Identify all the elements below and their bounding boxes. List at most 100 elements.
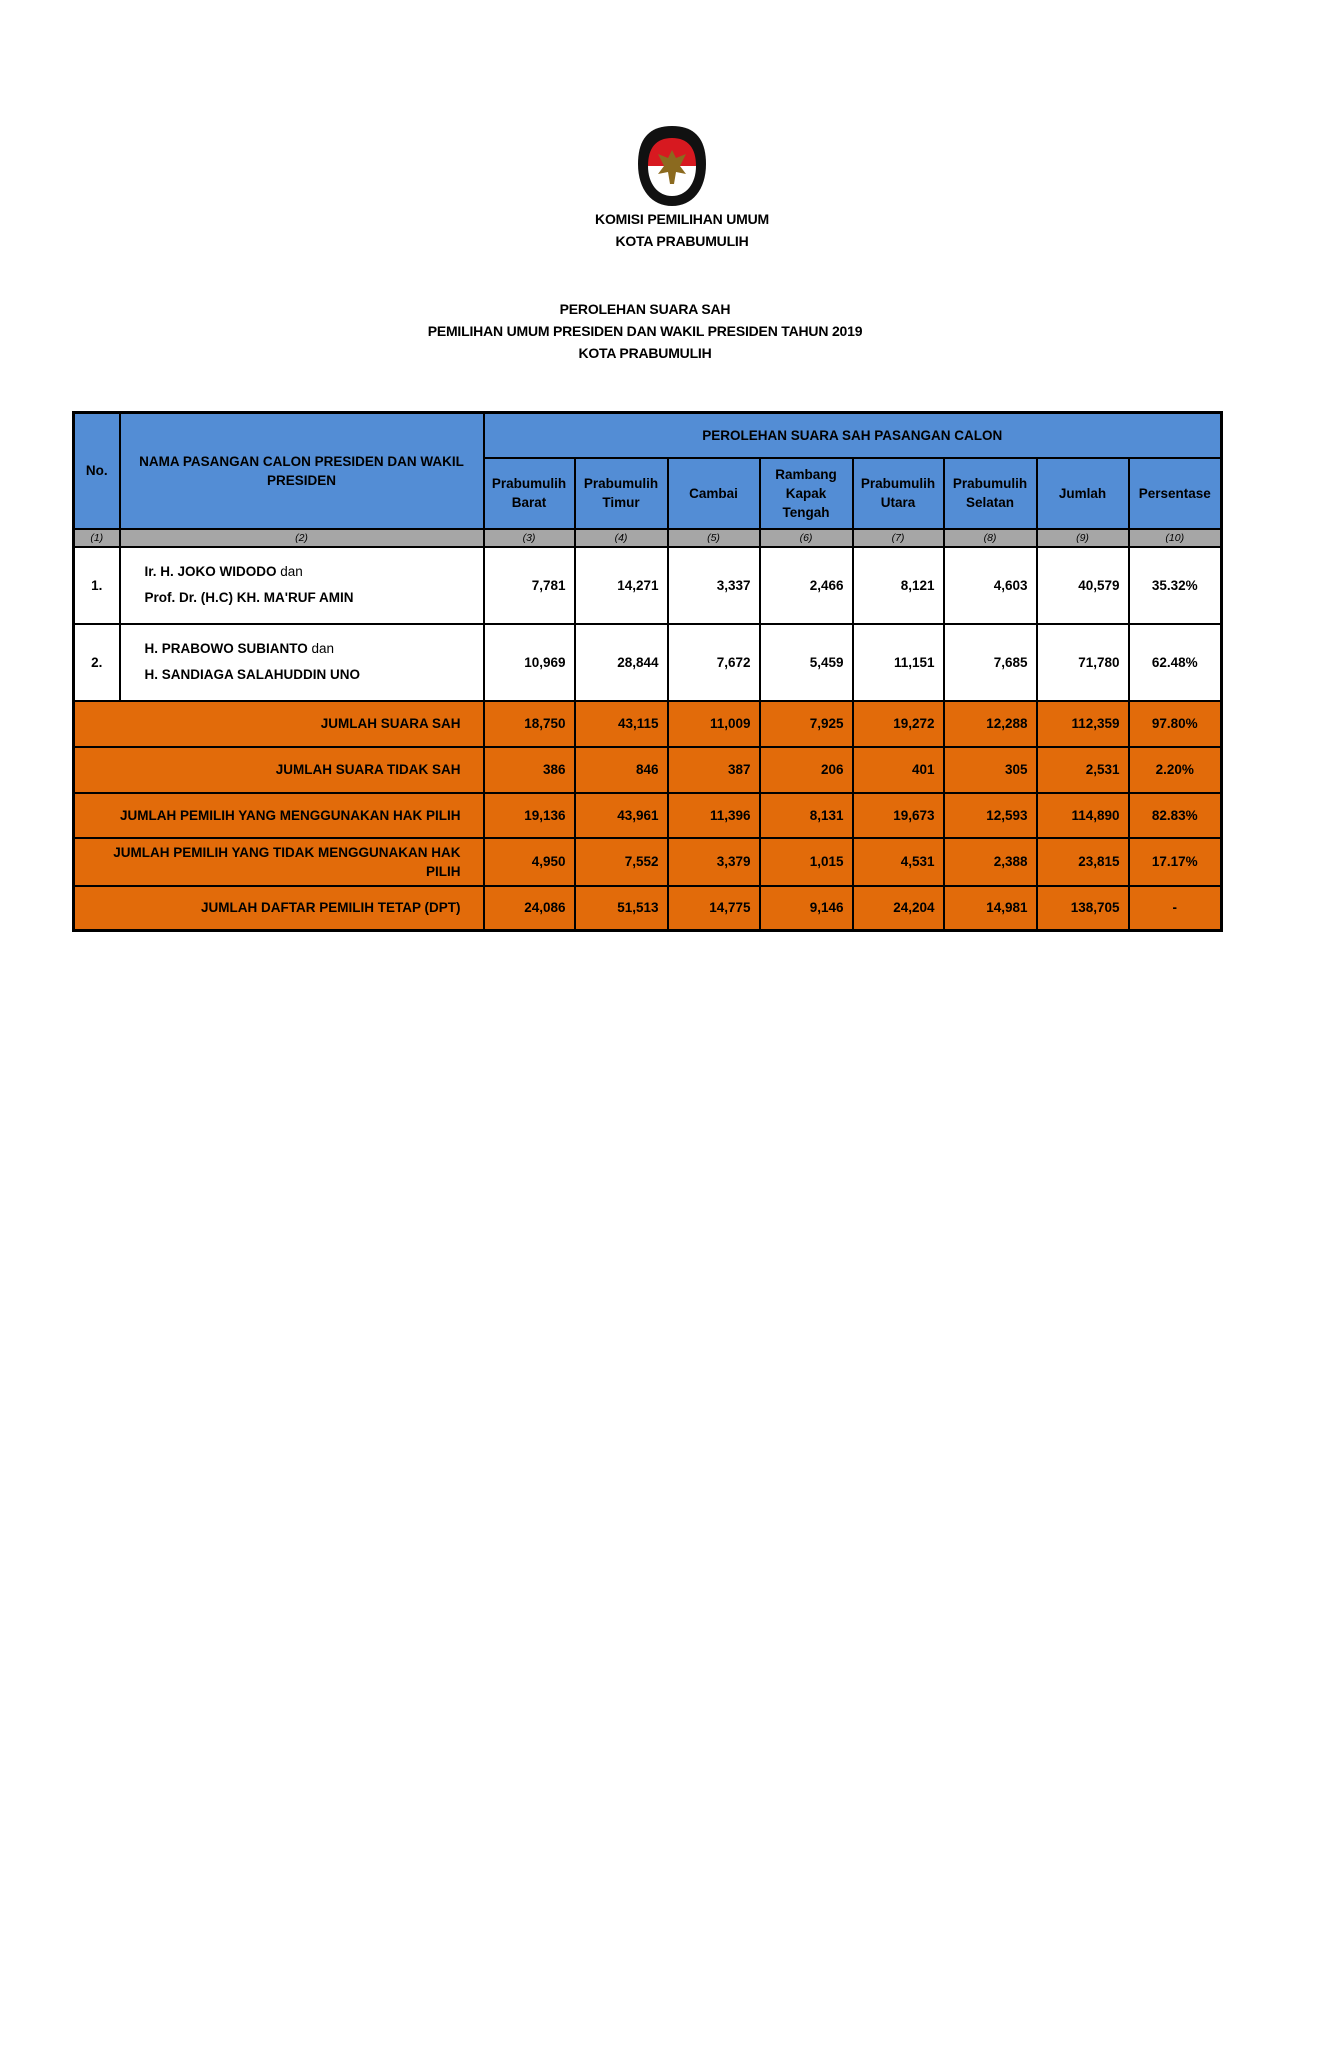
summary-cell: 43,115 — [573, 699, 669, 748]
candidate-number: 1. — [72, 545, 121, 625]
col-header: Cambai — [666, 456, 761, 530]
summary-cell: 846 — [573, 745, 669, 794]
column-index: (7) — [851, 527, 945, 548]
col-header-name: NAMA PASANGAN CALON PRESIDEN DAN WAKIL P… — [118, 411, 485, 530]
summary-cell: 19,673 — [851, 791, 945, 839]
doc-subtitle: PEMILIHAN UMUM PRESIDEN DAN WAKIL PRESID… — [427, 323, 863, 339]
summary-cell: 11,009 — [666, 699, 761, 748]
vote-cell: 10,969 — [482, 622, 576, 702]
summary-label: JUMLAH SUARA SAH — [72, 699, 485, 748]
candidate-row: 2. H. PRABOWO SUBIANTO dan H. SANDIAGA SAL… — [72, 622, 1223, 702]
summary-cell: 8,131 — [758, 791, 854, 839]
summary-cell: 387 — [666, 745, 761, 794]
vice-president-name: Prof. Dr. (H.C) KH. MA'RUF AMIN — [144, 590, 354, 605]
summary-cell: 11,396 — [666, 791, 761, 839]
doc-region: KOTA PRABUMULIH — [578, 345, 712, 361]
summary-row: JUMLAH PEMILIH YANG MENGGUNAKAN HAK PILI… — [72, 791, 1223, 839]
summary-cell: 82.83% — [1127, 791, 1223, 839]
summary-cell: 7,925 — [758, 699, 854, 748]
conjunction: dan — [311, 641, 335, 656]
summary-cell: 2,388 — [942, 836, 1038, 887]
col-header-no: No. — [72, 411, 121, 530]
vote-cell: 2,466 — [758, 545, 854, 625]
summary-cell: 4,531 — [851, 836, 945, 887]
summary-cell: 17.17% — [1127, 836, 1223, 887]
column-index: (6) — [758, 527, 854, 548]
vote-cell: 8,121 — [851, 545, 945, 625]
summary-cell: 23,815 — [1035, 836, 1130, 887]
summary-cell: 19,272 — [851, 699, 945, 748]
vote-cell: 40,579 — [1035, 545, 1130, 625]
president-name: H. PRABOWO SUBIANTO — [144, 641, 308, 656]
column-index: (5) — [666, 527, 761, 548]
column-index: (3) — [482, 527, 576, 548]
summary-cell: 12,288 — [942, 699, 1038, 748]
candidate-names: H. PRABOWO SUBIANTO dan H. SANDIAGA SALAH… — [118, 622, 485, 702]
summary-cell: 7,552 — [573, 836, 669, 887]
summary-cell: 3,379 — [666, 836, 761, 887]
summary-row: JUMLAH PEMILIH YANG TIDAK MENGGUNAKAN HA… — [72, 836, 1223, 887]
summary-cell: 18,750 — [482, 699, 576, 748]
vote-cell: 5,459 — [758, 622, 854, 702]
candidate-names: Ir. H. JOKO WIDODO dan Prof. Dr. (H.C) KH… — [118, 545, 485, 625]
vice-president-name: H. SANDIAGA SALAHUDDIN UNO — [144, 667, 361, 682]
summary-cell: 43,961 — [573, 791, 669, 839]
summary-cell: 386 — [482, 745, 576, 794]
president-name: Ir. H. JOKO WIDODO — [144, 564, 277, 579]
column-index: (9) — [1035, 527, 1130, 548]
col-header: Persentase — [1127, 456, 1223, 530]
summary-row: JUMLAH SUARA SAH 18,750 43,115 11,009 7,925 1… — [72, 699, 1223, 748]
summary-cell: 14,981 — [942, 884, 1038, 932]
summary-cell: 12,593 — [942, 791, 1038, 839]
summary-cell: 206 — [758, 745, 854, 794]
summary-cell: 24,086 — [482, 884, 576, 932]
column-index: (4) — [573, 527, 669, 548]
kpu-logo — [638, 126, 706, 206]
summary-cell: 51,513 — [573, 884, 669, 932]
col-header: Prabumulih Selatan — [942, 456, 1038, 530]
summary-cell: 138,705 — [1035, 884, 1130, 932]
summary-cell: 114,890 — [1035, 791, 1130, 839]
summary-cell: 401 — [851, 745, 945, 794]
column-index: (8) — [942, 527, 1038, 548]
org-name: KOMISI PEMILIHAN UMUM — [595, 211, 769, 227]
candidate-number: 2. — [72, 622, 121, 702]
summary-label: JUMLAH PEMILIH YANG TIDAK MENGGUNAKAN HA… — [72, 836, 485, 887]
vote-cell: 7,672 — [666, 622, 761, 702]
summary-cell: 305 — [942, 745, 1038, 794]
summary-cell: - — [1127, 884, 1223, 932]
vote-cell: 7,781 — [482, 545, 576, 625]
summary-cell: 19,136 — [482, 791, 576, 839]
summary-cell: 97.80% — [1127, 699, 1223, 748]
vote-cell: 11,151 — [851, 622, 945, 702]
summary-cell: 9,146 — [758, 884, 854, 932]
vote-cell: 3,337 — [666, 545, 761, 625]
candidate-row: 1. Ir. H. JOKO WIDODO dan Prof. Dr. (H.C) … — [72, 545, 1223, 625]
col-header: Rambang Kapak Tengah — [758, 456, 854, 530]
org-city: KOTA PRABUMULIH — [615, 233, 749, 249]
group-header: PEROLEHAN SUARA SAH PASANGAN CALON — [482, 411, 1223, 459]
summary-label: JUMLAH PEMILIH YANG MENGGUNAKAN HAK PILI… — [72, 791, 485, 839]
summary-cell: 2.20% — [1127, 745, 1223, 794]
col-header: Prabumulih Utara — [851, 456, 945, 530]
summary-label: JUMLAH SUARA TIDAK SAH — [72, 745, 485, 794]
col-header: Jumlah — [1035, 456, 1130, 530]
vote-cell: 14,271 — [573, 545, 669, 625]
column-index: (2) — [118, 527, 485, 548]
conjunction: dan — [280, 564, 303, 579]
summary-cell: 4,950 — [482, 836, 576, 887]
summary-cell: 2,531 — [1035, 745, 1130, 794]
vote-cell: 28,844 — [573, 622, 669, 702]
summary-label: JUMLAH DAFTAR PEMILIH TETAP (DPT) — [72, 884, 485, 932]
vote-cell: 7,685 — [942, 622, 1038, 702]
column-index: (10) — [1127, 527, 1223, 548]
results-table: No. NAMA PASANGAN CALON PRESIDEN DAN WAK… — [72, 411, 1224, 932]
doc-title: PEROLEHAN SUARA SAH — [559, 301, 731, 317]
summary-cell: 112,359 — [1035, 699, 1130, 748]
vote-cell: 62.48% — [1127, 622, 1223, 702]
summary-row: JUMLAH SUARA TIDAK SAH 386 846 387 206 401 305… — [72, 745, 1223, 794]
col-header: Prabumulih Timur — [573, 456, 669, 530]
col-header: Prabumulih Barat — [482, 456, 576, 530]
vote-cell: 4,603 — [942, 545, 1038, 625]
vote-cell: 35.32% — [1127, 545, 1223, 625]
